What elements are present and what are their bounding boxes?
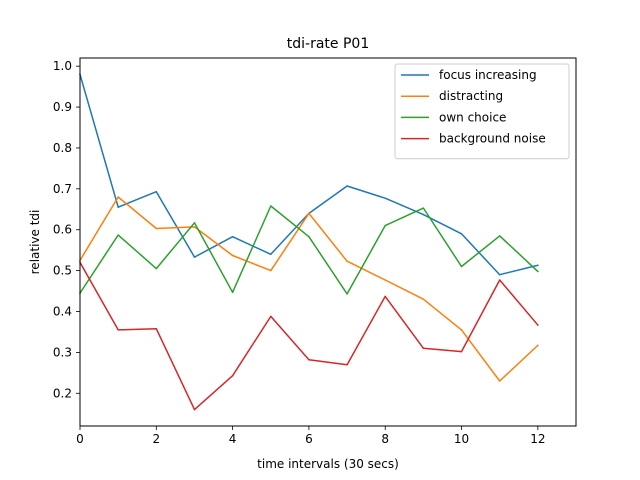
data-point — [117, 234, 119, 236]
data-point — [193, 256, 196, 258]
x-axis-label: time intervals (30 secs) — [257, 457, 399, 471]
data-point — [537, 324, 539, 326]
legend: focus increasing distracting own choice bac… — [394, 63, 570, 160]
data-point — [231, 235, 234, 238]
x-tick-label: 8 — [381, 432, 389, 446]
y-tick-label: 0.8 — [53, 141, 72, 155]
data-point — [231, 254, 234, 257]
data-point — [384, 224, 386, 227]
data-point — [193, 226, 196, 228]
x-tick-label: 4 — [229, 432, 237, 446]
chart-title: tdi-rate P01 — [287, 36, 369, 52]
data-point — [537, 344, 539, 347]
data-point — [498, 380, 501, 382]
data-point — [270, 315, 272, 318]
legend-label: distracting — [439, 89, 503, 103]
y-tick-label: 0.3 — [53, 345, 72, 359]
data-point — [155, 327, 158, 330]
y-tick-label: 0.5 — [53, 264, 72, 278]
legend-box — [394, 63, 570, 160]
data-point — [308, 235, 310, 238]
data-point — [460, 233, 463, 235]
data-point — [308, 359, 310, 361]
data-point — [384, 197, 386, 199]
data-point — [308, 212, 310, 215]
y-axis-label: relative tdi — [28, 210, 42, 275]
data-point — [537, 270, 539, 273]
data-point — [346, 260, 348, 262]
data-point — [422, 213, 425, 216]
data-point — [270, 253, 272, 256]
x-axis-ticks: 0 2 4 6 8 10 12 — [76, 426, 545, 446]
data-point — [460, 350, 463, 353]
data-point — [460, 329, 463, 331]
data-point — [537, 264, 539, 267]
data-point — [117, 196, 119, 198]
data-point — [346, 185, 348, 187]
data-point — [231, 291, 234, 294]
data-point — [460, 265, 463, 268]
data-point — [384, 295, 386, 298]
x-tick-label: 2 — [152, 432, 160, 446]
data-point — [270, 205, 272, 207]
x-tick-label: 0 — [76, 432, 84, 446]
data-point — [155, 190, 158, 193]
y-tick-label: 0.2 — [53, 386, 72, 400]
plot-frame — [79, 57, 577, 427]
data-point — [384, 279, 386, 281]
data-point — [270, 269, 272, 272]
x-tick-label: 6 — [305, 432, 313, 446]
y-tick-label: 0.7 — [53, 182, 72, 196]
x-tick-label: 10 — [454, 432, 469, 446]
x-tick-label: 12 — [530, 432, 545, 446]
legend-label: own choice — [439, 110, 506, 124]
legend-label: focus increasing — [439, 68, 537, 82]
data-point — [155, 267, 158, 270]
data-point — [193, 222, 196, 224]
data-point — [498, 273, 501, 276]
data-point — [346, 293, 348, 295]
y-tick-label: 1.0 — [53, 59, 72, 73]
y-tick-label: 0.9 — [53, 100, 72, 114]
data-point — [346, 363, 348, 366]
data-point — [498, 279, 501, 281]
data-point — [422, 347, 425, 350]
data-point — [422, 207, 425, 209]
data-point — [193, 408, 196, 411]
y-tick-label: 0.4 — [53, 305, 72, 319]
data-point — [155, 227, 158, 230]
data-point — [498, 235, 501, 237]
y-axis-ticks: 0.2 0.3 0.4 0.5 0.6 0.7 0.8 0.9 1.0 — [53, 59, 80, 400]
data-point — [117, 206, 119, 208]
series-layer — [78, 73, 539, 411]
legend-label: background noise — [439, 132, 546, 146]
data-point — [422, 298, 425, 300]
data-point — [117, 329, 119, 331]
y-tick-label: 0.6 — [53, 223, 72, 237]
data-point — [231, 374, 234, 377]
